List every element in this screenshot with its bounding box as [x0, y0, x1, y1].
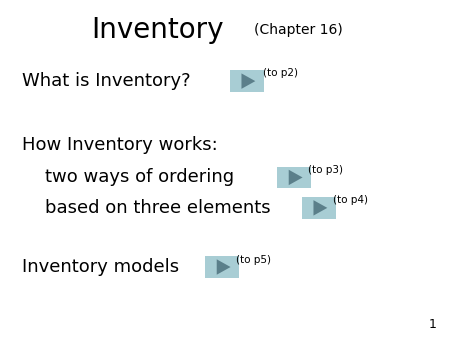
Text: Inventory models: Inventory models [22, 258, 180, 276]
FancyBboxPatch shape [205, 256, 239, 278]
Polygon shape [289, 170, 302, 185]
Text: based on three elements: based on three elements [22, 199, 271, 217]
Text: (Chapter 16): (Chapter 16) [254, 23, 343, 38]
Polygon shape [242, 73, 255, 89]
Polygon shape [217, 259, 230, 275]
Text: (to p2): (to p2) [263, 68, 298, 78]
Text: 1: 1 [428, 318, 436, 331]
Text: (to p5): (to p5) [236, 255, 271, 265]
FancyBboxPatch shape [230, 70, 264, 92]
Text: How Inventory works:: How Inventory works: [22, 136, 218, 154]
Polygon shape [314, 200, 327, 216]
Text: What is Inventory?: What is Inventory? [22, 72, 191, 90]
FancyBboxPatch shape [277, 167, 311, 188]
Text: (to p4): (to p4) [333, 195, 368, 206]
Text: two ways of ordering: two ways of ordering [22, 168, 234, 187]
FancyBboxPatch shape [302, 197, 336, 219]
Text: Inventory: Inventory [91, 17, 224, 44]
Text: (to p3): (to p3) [308, 165, 343, 175]
